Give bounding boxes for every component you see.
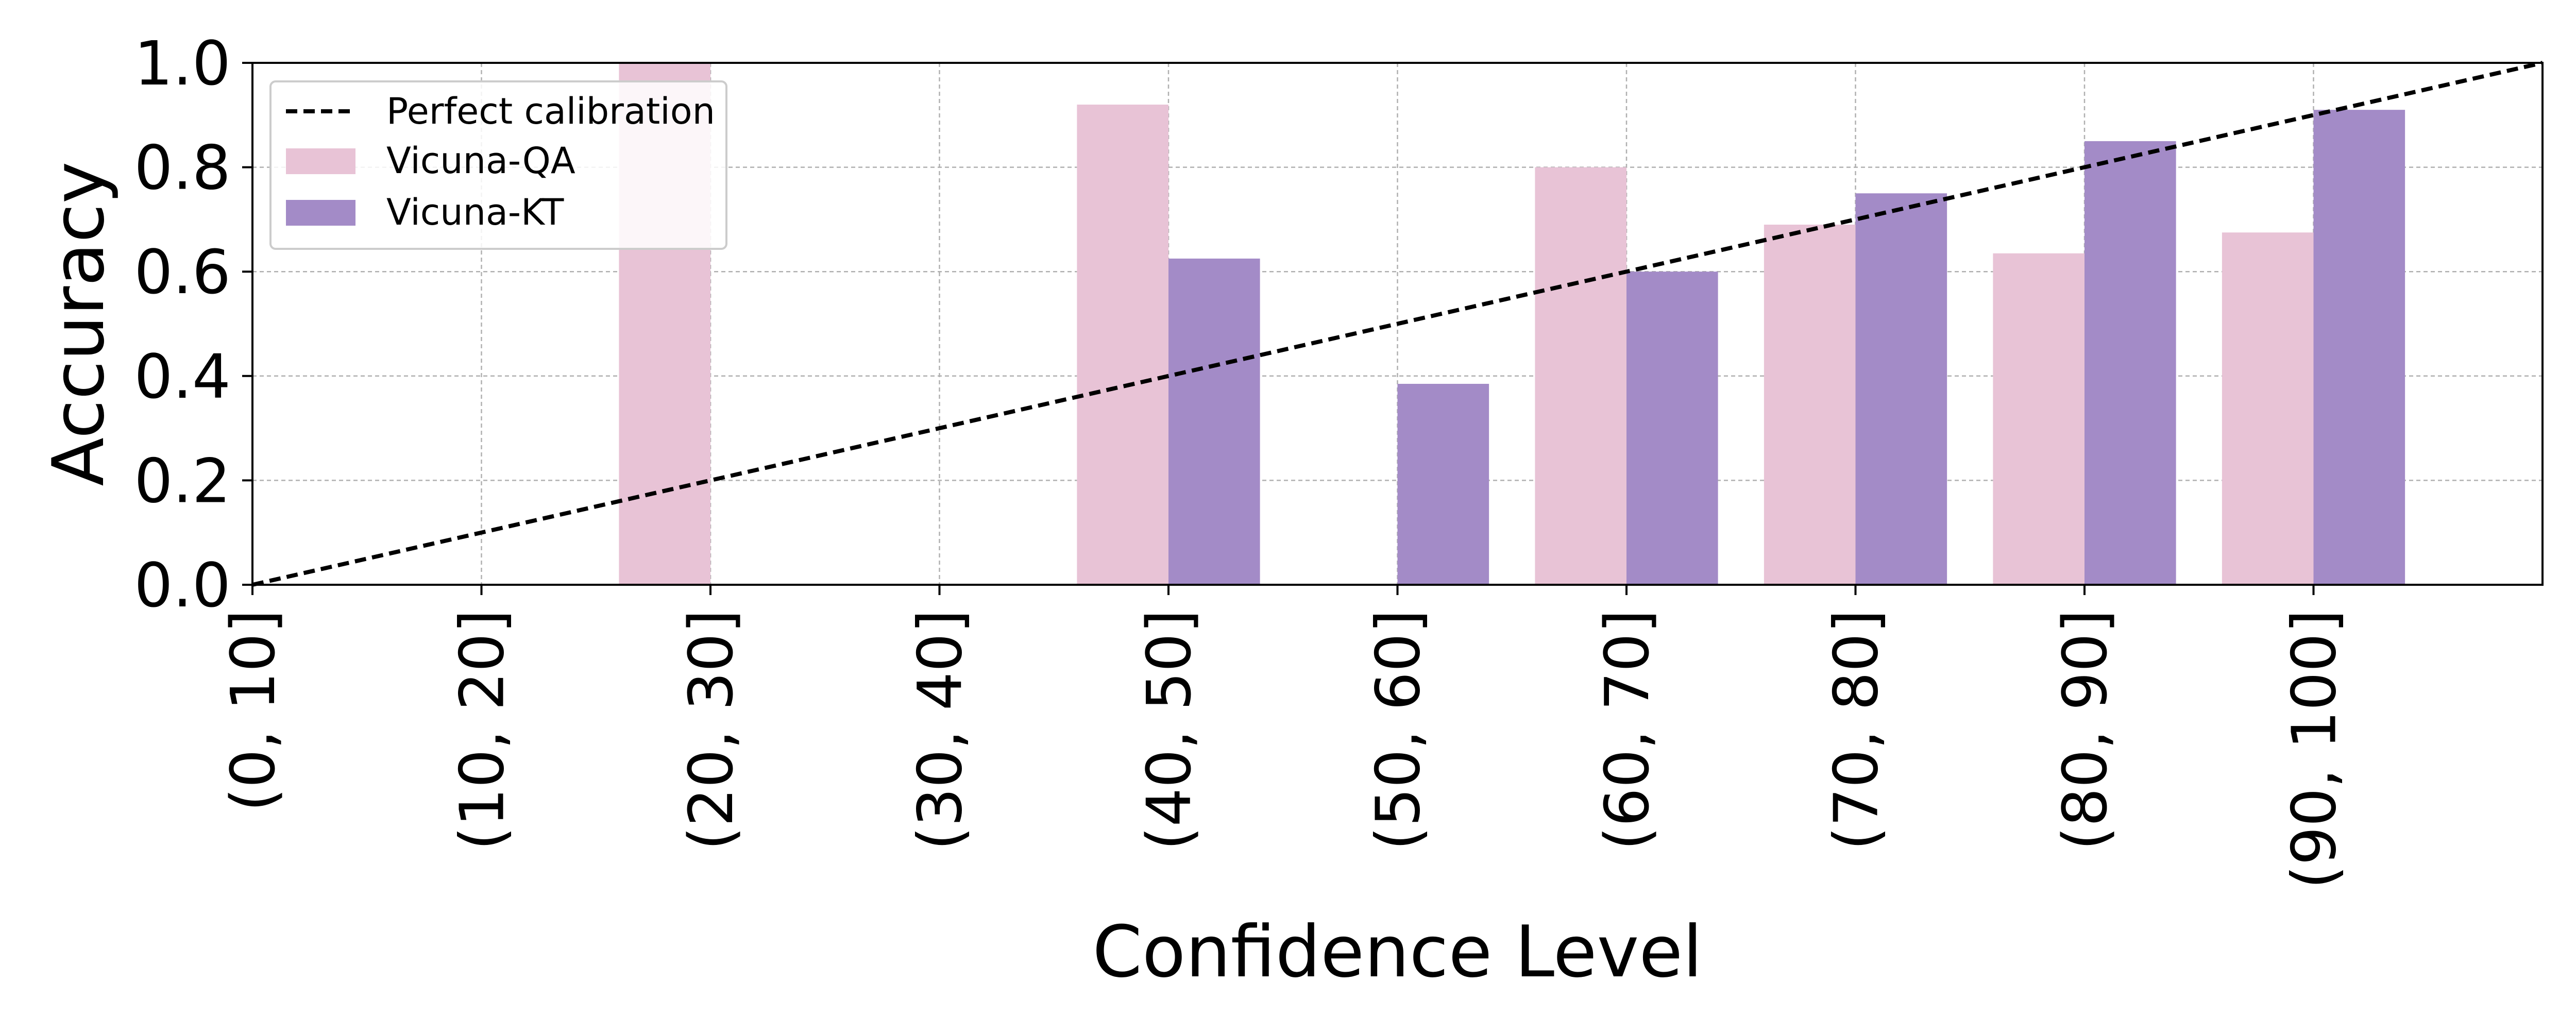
legend-swatch-vicuna-qa: [286, 148, 355, 174]
y-tick-label: 0.0: [134, 550, 231, 621]
bar-vicuna-kt: [2313, 110, 2405, 585]
ticks-layer: 0.0 0.2 0.4 0.6 0.8 1.0 (0, 10] (10, 20] (20, 30…: [134, 28, 2349, 889]
perfect-calibration-line: [252, 61, 2543, 587]
x-tick-label: (10, 20]: [447, 609, 518, 850]
legend-label-vicuna-qa: Vicuna-QA: [386, 140, 575, 182]
x-tick-label: (70, 80]: [1821, 609, 1892, 850]
bar-vicuna-qa: [1764, 225, 1856, 585]
x-tick-label: (0, 10]: [217, 609, 289, 811]
bars-layer: [619, 63, 2405, 585]
reference-line-layer: [252, 61, 2543, 587]
y-tick-label: 0.6: [134, 236, 231, 308]
x-tick-label: (50, 60]: [1363, 609, 1434, 850]
x-tick-label: (20, 30]: [675, 609, 747, 850]
x-tick-label: (80, 90]: [2049, 609, 2121, 850]
y-tick-label: 0.8: [134, 132, 231, 204]
y-tick-label: 1.0: [134, 28, 231, 99]
y-tick-label: 0.2: [134, 445, 231, 516]
x-tick-label: (30, 40]: [905, 609, 976, 850]
bar-vicuna-qa: [2222, 232, 2314, 585]
bar-vicuna-kt: [1855, 193, 1947, 585]
bar-vicuna-kt: [1397, 383, 1489, 585]
legend-label-perfect-calibration: Perfect calibration: [386, 90, 715, 132]
bar-vicuna-kt: [1168, 258, 1260, 585]
legend-box: [269, 80, 727, 250]
x-tick-label: (60, 70]: [1591, 609, 1663, 850]
x-axis-title: Confidence Level: [1092, 910, 1702, 993]
x-tick-label: (90, 100]: [2279, 609, 2350, 889]
bar-vicuna-qa: [1077, 105, 1168, 585]
y-axis-title: Accuracy: [37, 161, 120, 486]
legend-label-vicuna-kt: Vicuna-KT: [386, 191, 564, 233]
bar-vicuna-qa: [1535, 167, 1626, 585]
x-tick-label: (40, 50]: [1133, 609, 1205, 850]
bar-vicuna-qa: [1993, 253, 2084, 585]
y-tick-label: 0.4: [134, 341, 231, 412]
bar-vicuna-kt: [1626, 272, 1718, 585]
legend: Perfect calibration Vicuna-QA Vicuna-KT: [269, 80, 727, 250]
legend-swatch-vicuna-kt: [286, 200, 355, 226]
bar-vicuna-kt: [2084, 141, 2176, 585]
